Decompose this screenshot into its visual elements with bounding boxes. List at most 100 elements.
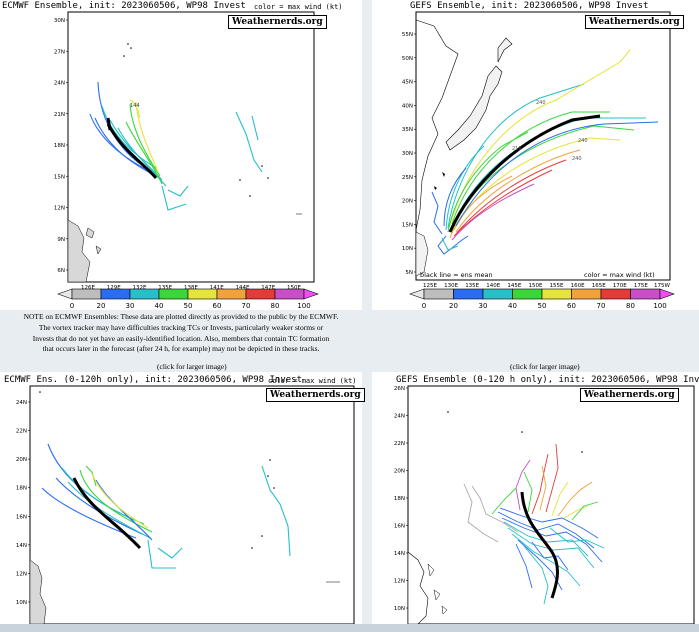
lat-label: 18N [16, 486, 27, 492]
lon-label: 135E [465, 283, 479, 289]
click-larger-right[interactable]: (click for larger image) [510, 362, 580, 371]
lat-label: 15N [402, 222, 413, 228]
colorbar-arrow-right [659, 288, 675, 300]
colorbar-tick-label: 30 [126, 302, 135, 310]
ecmwf-colorbar: 0 20 30 40 50 60 70 80 100 [57, 288, 319, 310]
colorbar-tick-label: 100 [653, 302, 666, 310]
colorbar-segment [245, 288, 276, 300]
lon-label: 125E [423, 283, 437, 289]
ecmwf-legend-note: color = max wind (kt) [254, 3, 343, 11]
lat-label: 9N [57, 237, 65, 243]
lat-label: 35N [402, 127, 413, 133]
gefs-brand: Weathernerds.org [585, 15, 684, 29]
colorbar-tick-label: 80 [626, 302, 635, 310]
gefs120-lat-labels: 26N 24N 22N 20N 18N 16N 14N 12N 10N [394, 386, 408, 612]
colorbar-arrow-left [409, 288, 425, 300]
lon-label: 160E [571, 283, 585, 289]
ecmwf-panel[interactable]: ECMWF Ensemble, init: 2023060506, WP98 I… [0, 0, 362, 310]
ecmwf120-panel[interactable]: ECMWF Ens. (0-120h only), init: 20230605… [0, 372, 365, 624]
colorbar-tick-label: 0 [422, 302, 426, 310]
lat-label: 50N [402, 56, 413, 62]
gefs-lat-labels: 55N 50N 45N 40N 35N 30N 25N 20N 15N 10N 5N [402, 32, 416, 276]
lat-label: 21N [54, 112, 65, 118]
lat-label: 16N [394, 524, 405, 530]
lon-label: 147E [261, 285, 275, 291]
lon-label: 129E [107, 285, 121, 291]
colorbar-segment [453, 288, 484, 300]
track-hour-label: 240 [572, 156, 582, 162]
lon-label: 132E [133, 285, 147, 291]
colorbar-tick-label: 50 [538, 302, 547, 310]
lat-label: 22N [394, 441, 405, 447]
colorbar-tick-label: 0 [70, 302, 74, 310]
gefs120-panel[interactable]: GEFS Ensemble (0-120 h only), init: 2023… [372, 372, 699, 624]
colorbar-tick-label: 40 [508, 302, 517, 310]
asia-coastline [415, 19, 459, 231]
lat-label: 18N [394, 496, 405, 502]
lon-label: 144E [236, 285, 250, 291]
ecmwf-tracks [89, 81, 302, 215]
lon-label: 175W [654, 283, 670, 289]
colorbar-tick-label: 20 [449, 302, 458, 310]
gefs-mean-note: black line = ens mean [420, 271, 493, 279]
gefs120-map: 26N 24N 22N 20N 18N 16N 14N 12N 10N [394, 385, 695, 624]
lat-label: 5N [405, 270, 413, 276]
gefs-lon-labels: 125E 130E 135E 140E 145E 150E 155E 160E 165E 170E… [423, 283, 671, 289]
lon-label: 145E [507, 283, 521, 289]
colorbar-segment [423, 288, 454, 300]
bottom-scroll-strip [0, 624, 699, 632]
lat-label: 20N [394, 469, 405, 475]
lat-label: 16N [16, 514, 27, 520]
lat-label: 40N [402, 103, 413, 109]
colorbar-segment [129, 288, 160, 300]
ecmwf-title: ECMWF Ensemble, init: 2023060506, WP98 I… [2, 1, 246, 11]
lon-label: 165E [592, 283, 606, 289]
lat-label: 12N [16, 571, 27, 577]
ecmwf-lon-labels: 126E 129E 132E 135E 138E 141E 144E 147E 150E [81, 285, 301, 291]
ecmwf120-title: ECMWF Ens. (0-120h only), init: 20230605… [4, 375, 303, 385]
colorbar-arrow-right [303, 288, 319, 300]
colorbar-segment [512, 288, 543, 300]
lat-label: 45N [402, 80, 413, 86]
philippines-land [29, 559, 47, 624]
lon-label: 150E [287, 285, 301, 291]
colorbar-arrow-left [57, 288, 73, 300]
gefs-tracks [431, 49, 659, 255]
lon-label: 175E [634, 283, 648, 289]
colorbar-segment [187, 288, 218, 300]
gefs120-tracks [463, 443, 605, 605]
colorbar-tick-label: 40 [155, 302, 164, 310]
ecmwf-note: NOTE on ECMWF Ensembles: These data are … [23, 312, 339, 354]
lat-label: 6N [57, 268, 65, 274]
click-larger-left[interactable]: (click for larger image) [157, 362, 227, 371]
colorbar-tick-label: 60 [567, 302, 576, 310]
colorbar-tick-label: 60 [213, 302, 222, 310]
colorbar-tick-label: 100 [297, 302, 310, 310]
lon-label: 150E [528, 283, 542, 289]
colorbar-segment [274, 288, 305, 300]
ecmwf-map: 30N 27N 24N 21N 18N 15N 12N 9N 6N 126E 129E 132E 13… [54, 11, 315, 291]
lon-label: 140E [486, 283, 500, 289]
track-hour-label: 240 [578, 138, 588, 144]
lat-label: 27N [54, 49, 65, 55]
colorbar-segment [630, 288, 661, 300]
lat-label: 10N [16, 600, 27, 606]
gefs120-title: GEFS Ensemble (0-120 h only), init: 2023… [396, 375, 699, 385]
lat-label: 12N [54, 206, 65, 212]
lon-label: 135E [158, 285, 172, 291]
ecmwf120-brand: Weathernerds.org [266, 388, 365, 402]
lat-label: 14N [16, 543, 27, 549]
gefs-colorbar: 0 20 30 40 50 60 70 80 100 [409, 288, 675, 310]
colorbar-tick-label: 80 [271, 302, 280, 310]
gefs-legend-note: color = max wind (kt) [584, 271, 655, 279]
lon-label: 141E [210, 285, 224, 291]
philippines-land [67, 219, 91, 283]
gefs-panel[interactable]: GEFS Ensemble, init: 2023060506, WP98 In… [372, 0, 699, 310]
gefs-annotations: 240 240 216 240 [512, 100, 588, 162]
colorbar-tick-label: 30 [479, 302, 488, 310]
lat-label: 20N [402, 199, 413, 205]
lat-label: 55N [402, 32, 413, 38]
colorbar-segment [216, 288, 247, 300]
lat-label: 14N [394, 551, 405, 557]
colorbar-segment [600, 288, 631, 300]
